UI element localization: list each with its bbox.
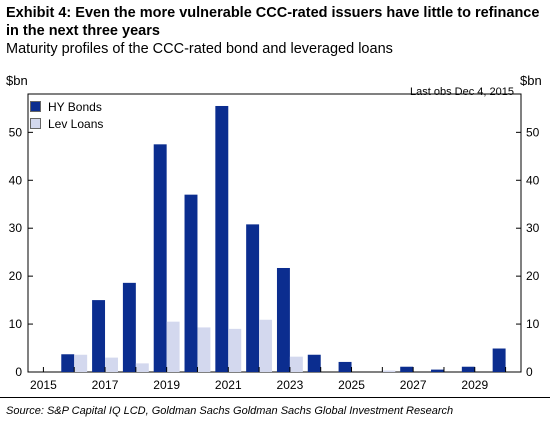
y-tick-label-right: 50 <box>526 125 540 139</box>
legend: HY Bonds Lev Loans <box>30 98 103 132</box>
y-tick-label-left: 30 <box>9 221 23 235</box>
plot-frame <box>27 93 522 373</box>
chart-title: Exhibit 4: Even the more vulnerable CCC-… <box>6 5 540 39</box>
bar-hy-bonds-2027 <box>400 366 414 372</box>
bar-hy-bonds-2021 <box>215 105 229 372</box>
y-tick-label-right: 0 <box>526 365 533 379</box>
bar-lev-loans-2021 <box>228 328 242 372</box>
bar-hy-bonds-2020 <box>184 194 198 372</box>
x-tick-label-2027: 2027 <box>400 378 427 392</box>
x-tick-label-2015: 2015 <box>30 378 57 392</box>
y-tick-label-right: 30 <box>526 221 540 235</box>
x-tick-label-2021: 2021 <box>215 378 242 392</box>
y-tick-label-right: 20 <box>526 269 540 283</box>
bar-lev-loans-2022 <box>259 319 273 372</box>
x-tick-label-2029: 2029 <box>461 378 488 392</box>
y-tick-label-left: 20 <box>9 269 23 283</box>
bar-lev-loans-2026 <box>382 370 396 372</box>
bar-hy-bonds-2018 <box>122 282 136 372</box>
chart-subtitle: Maturity profiles of the CCC-rated bond … <box>6 41 393 57</box>
y-tick-label-left: 40 <box>9 173 23 187</box>
footer-rule <box>0 397 550 398</box>
bar-hy-bonds-2016 <box>61 354 75 372</box>
left-axis-unit: $bn <box>6 73 28 88</box>
bar-lev-loans-2016 <box>74 354 88 372</box>
bar-lev-loans-2020 <box>197 327 211 372</box>
y-tick-label-right: 40 <box>526 173 540 187</box>
legend-item-lev-loans: Lev Loans <box>30 115 103 132</box>
bar-hy-bonds-2019 <box>153 144 167 372</box>
bar-lev-loans-2018 <box>135 363 149 372</box>
y-tick-label-left: 0 <box>15 365 22 379</box>
bar-hy-bonds-2023 <box>276 267 290 372</box>
source-note: Source: S&P Capital IQ LCD, Goldman Sach… <box>6 405 454 417</box>
bar-hy-bonds-2028 <box>431 369 444 372</box>
bar-hy-bonds-2017 <box>92 300 106 372</box>
x-tick-label-2017: 2017 <box>92 378 119 392</box>
bar-hy-bonds-2022 <box>246 224 260 372</box>
bar-lev-loans-2017 <box>105 357 118 372</box>
bar-hy-bonds-2025 <box>338 361 352 372</box>
x-tick-label-2025: 2025 <box>338 378 365 392</box>
bar-hy-bonds-2029 <box>461 366 475 372</box>
legend-label-hy-bonds: HY Bonds <box>48 99 102 114</box>
legend-swatch-hy-bonds <box>30 101 41 112</box>
bar-hy-bonds-2024 <box>307 354 321 372</box>
y-tick-label-left: 50 <box>9 125 23 139</box>
x-tick-label-2019: 2019 <box>153 378 180 392</box>
bar-lev-loans-2023 <box>289 356 303 372</box>
legend-swatch-lev-loans <box>30 118 41 129</box>
bar-lev-loans-2019 <box>166 321 180 372</box>
last-observation-note: Last obs Dec 4, 2015 <box>410 86 514 98</box>
x-tick-label-2023: 2023 <box>277 378 304 392</box>
bar-hy-bonds-2030 <box>492 348 506 372</box>
legend-label-lev-loans: Lev Loans <box>48 116 104 131</box>
y-tick-label-right: 10 <box>526 317 540 331</box>
legend-item-hy-bonds: HY Bonds <box>30 98 103 115</box>
right-axis-unit: $bn <box>520 73 542 88</box>
y-tick-label-left: 10 <box>9 317 23 331</box>
